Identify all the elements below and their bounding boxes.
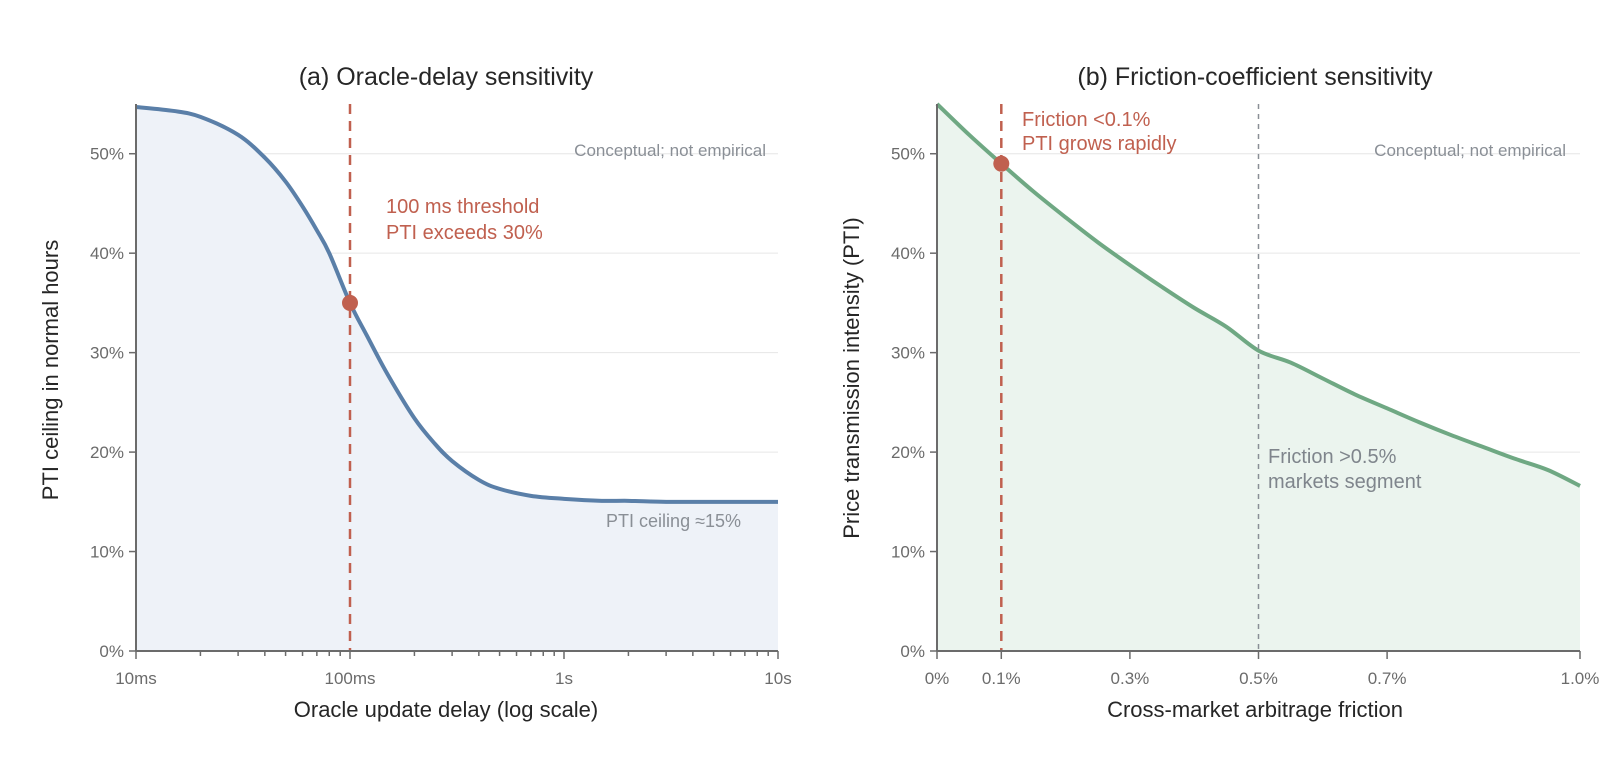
y-tick-label: 0% [900,642,925,661]
x-tick-label: 0.5% [1239,669,1278,688]
panel-b-segment-label-1: Friction >0.5% [1268,446,1397,468]
y-tick-label: 40% [891,244,925,263]
panel-b-threshold-marker [993,155,1010,172]
x-tick-label: 1.0% [1561,669,1600,688]
y-tick-label: 10% [90,543,124,562]
y-tick-label: 10% [891,543,925,562]
panel-a-oracle-delay: 10ms 100ms 1s 10s 0% 10% 20% 30% 40% 50% (a) Ora… [38,63,792,722]
panel-b-friction: 0% 0.1% 0.3% 0.5% 0.7% 1.0% 0% 10% 20% 30% 40% 50%… [839,63,1599,722]
panel-b-segment-label-2: markets segment [1268,471,1422,493]
panel-a-area-fill [136,106,778,652]
panel-b-y-ticks: 0% 10% 20% 30% 40% 50% [891,145,937,661]
x-tick-label: 100ms [324,669,375,688]
panel-a-floor-label: PTI ceiling ≈15% [606,511,741,531]
y-tick-label: 0% [99,642,124,661]
panel-b-x-axis-label: Cross-market arbitrage friction [1107,697,1403,722]
panel-b-title: (b) Friction-coefficient sensitivity [1077,63,1433,91]
panel-a-note: Conceptual; not empirical [574,141,766,160]
panel-b-friction-label-1: Friction <0.1% [1022,109,1151,131]
y-tick-label: 50% [891,145,925,164]
y-tick-label: 20% [90,443,124,462]
panel-a-y-axis-label: PTI ceiling in normal hours [38,240,63,500]
y-tick-label: 40% [90,244,124,263]
panel-a-x-ticks: 10ms 100ms 1s 10s [115,651,792,688]
x-tick-label: 0.1% [982,669,1021,688]
panel-a-axes [135,104,778,652]
y-tick-label: 50% [90,145,124,164]
panel-a-y-ticks: 0% 10% 20% 30% 40% 50% [90,145,136,661]
x-tick-label: 1s [555,669,573,688]
y-tick-label: 20% [891,443,925,462]
panel-b-curve [935,102,1581,488]
x-tick-label: 0% [925,669,950,688]
panel-a-curve [135,104,778,504]
panel-b-note: Conceptual; not empirical [1374,141,1566,160]
panel-b-y-axis-label: Price transmission intensity (PTI) [839,217,864,539]
y-tick-label: 30% [90,344,124,363]
panel-a-threshold-marker [342,294,358,311]
panel-b-x-ticks: 0% 0.1% 0.3% 0.5% 0.7% 1.0% [925,651,1600,688]
x-tick-label: 10ms [115,669,157,688]
panel-a-x-axis-label: Oracle update delay (log scale) [294,697,599,722]
x-tick-label: 0.7% [1368,669,1407,688]
x-tick-label: 10s [764,669,791,688]
panel-a-title: (a) Oracle-delay sensitivity [299,63,594,91]
panel-a-threshold-label-2: PTI exceeds 30% [386,222,543,244]
y-tick-label: 30% [891,344,925,363]
panel-a-threshold-label-1: 100 ms threshold [386,196,539,218]
panel-b-friction-label-2: PTI grows rapidly [1022,133,1177,155]
x-tick-label: 0.3% [1111,669,1150,688]
